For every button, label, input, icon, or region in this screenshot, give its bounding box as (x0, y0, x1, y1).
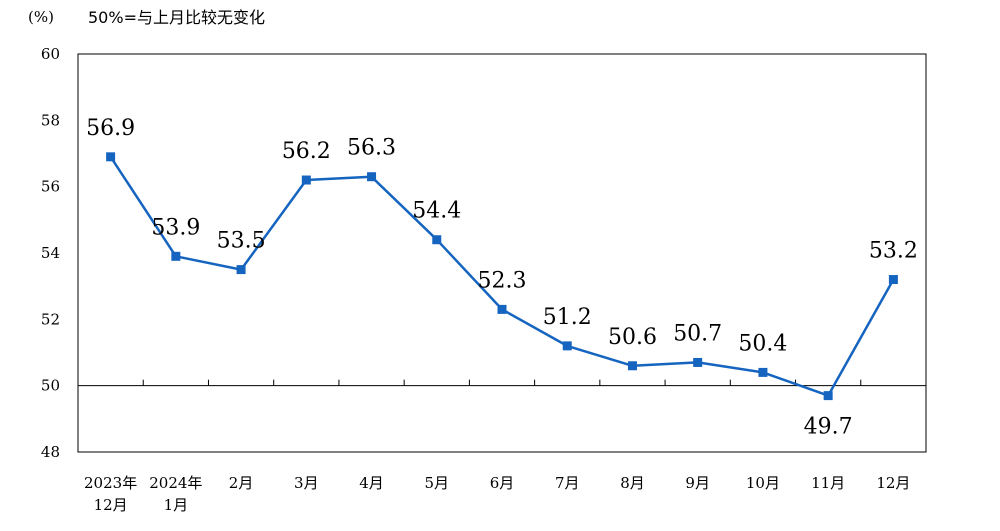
x-tick-label: 2月 (229, 474, 254, 492)
data-label: 56.9 (86, 116, 135, 141)
data-point (497, 304, 507, 314)
data-point (562, 341, 572, 351)
data-label: 50.4 (738, 331, 787, 356)
data-label: 50.6 (608, 325, 657, 350)
y-tick-label: 52 (41, 310, 60, 328)
data-point (171, 251, 181, 261)
data-label: 53.9 (151, 215, 200, 240)
plot-frame (77, 53, 927, 453)
data-label: 54.4 (412, 199, 461, 224)
x-axis: 2023年 12月 2024年 1月 2月 3月 4月 5月 6月 7月 8月 9月 10月 11月 12月 (78, 379, 926, 514)
x-tick-label: 12月 (94, 496, 128, 514)
data-label: 50.7 (673, 321, 722, 346)
data-label: 56.2 (282, 139, 331, 164)
y-tick-label: 48 (41, 443, 60, 461)
data-label: 56.3 (347, 136, 396, 161)
x-tick-label: 12月 (876, 474, 910, 492)
data-label: 51.2 (543, 305, 592, 330)
data-point (823, 391, 833, 401)
data-point (106, 152, 116, 162)
data-point (693, 357, 703, 367)
data-point (627, 361, 637, 371)
data-point (236, 265, 246, 275)
x-tick-label: 8月 (620, 474, 645, 492)
data-point (301, 175, 311, 185)
y-axis: 60 58 56 54 52 50 48 (41, 45, 60, 461)
x-tick-label: 5月 (424, 474, 449, 492)
data-point (432, 235, 442, 245)
x-tick-label: 3月 (294, 474, 319, 492)
x-tick-label: 6月 (490, 474, 515, 492)
data-point (888, 275, 898, 285)
x-tick-label: 4月 (359, 474, 384, 492)
x-tick-label: 2023年 (84, 474, 137, 492)
y-tick-label: 56 (41, 178, 60, 196)
data-labels: 56.9 53.9 53.5 56.2 56.3 54.4 52.3 51.2 50.6 50.7… (86, 116, 918, 440)
data-point (367, 172, 377, 182)
y-tick-label: 58 (41, 111, 60, 129)
data-label: 53.5 (217, 229, 266, 254)
data-point (758, 367, 768, 377)
data-label: 49.7 (804, 415, 853, 440)
y-tick-label: 60 (41, 45, 60, 63)
x-tick-label: 2024年 (149, 474, 202, 492)
data-label: 53.2 (869, 239, 918, 264)
y-tick-label: 50 (41, 377, 60, 395)
x-tick-label: 7月 (555, 474, 580, 492)
x-tick-label: 11月 (811, 474, 845, 492)
unit-label: (%) (28, 8, 54, 26)
x-tick-label: 10月 (746, 474, 780, 492)
series-1 (106, 152, 898, 401)
baseline-note: 50%=与上月比较无变化 (88, 8, 265, 27)
x-tick-label: 1月 (164, 496, 189, 514)
data-label: 52.3 (478, 268, 527, 293)
x-tick-label: 9月 (685, 474, 710, 492)
y-tick-label: 54 (41, 244, 60, 262)
